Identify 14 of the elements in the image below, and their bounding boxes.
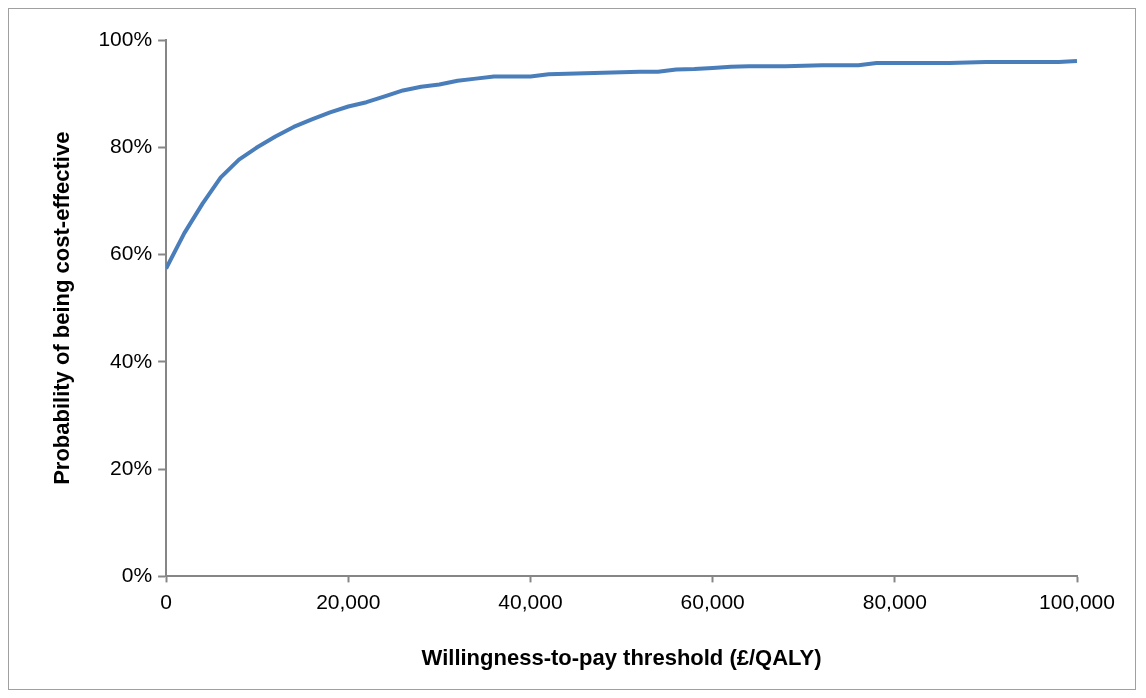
- x-tick-label: 100,000: [1039, 589, 1115, 613]
- y-tick-label: 80%: [110, 134, 153, 158]
- y-tick-label: 60%: [110, 241, 153, 265]
- x-tick-label: 20,000: [316, 589, 381, 613]
- x-tick-label: 60,000: [680, 589, 745, 613]
- x-tick-label: 80,000: [862, 589, 927, 613]
- y-tick-label: 20%: [110, 455, 153, 479]
- x-tick-label: 40,000: [498, 589, 563, 613]
- y-tick-label: 0%: [121, 563, 153, 587]
- y-tick-label: 40%: [110, 348, 153, 372]
- y-axis-title: Probability of being cost-effective: [49, 131, 75, 485]
- x-axis-title: Willingness-to-pay threshold (£/QALY): [421, 644, 822, 670]
- x-tick-label: 0: [160, 589, 172, 613]
- y-tick-label: 100%: [98, 26, 153, 50]
